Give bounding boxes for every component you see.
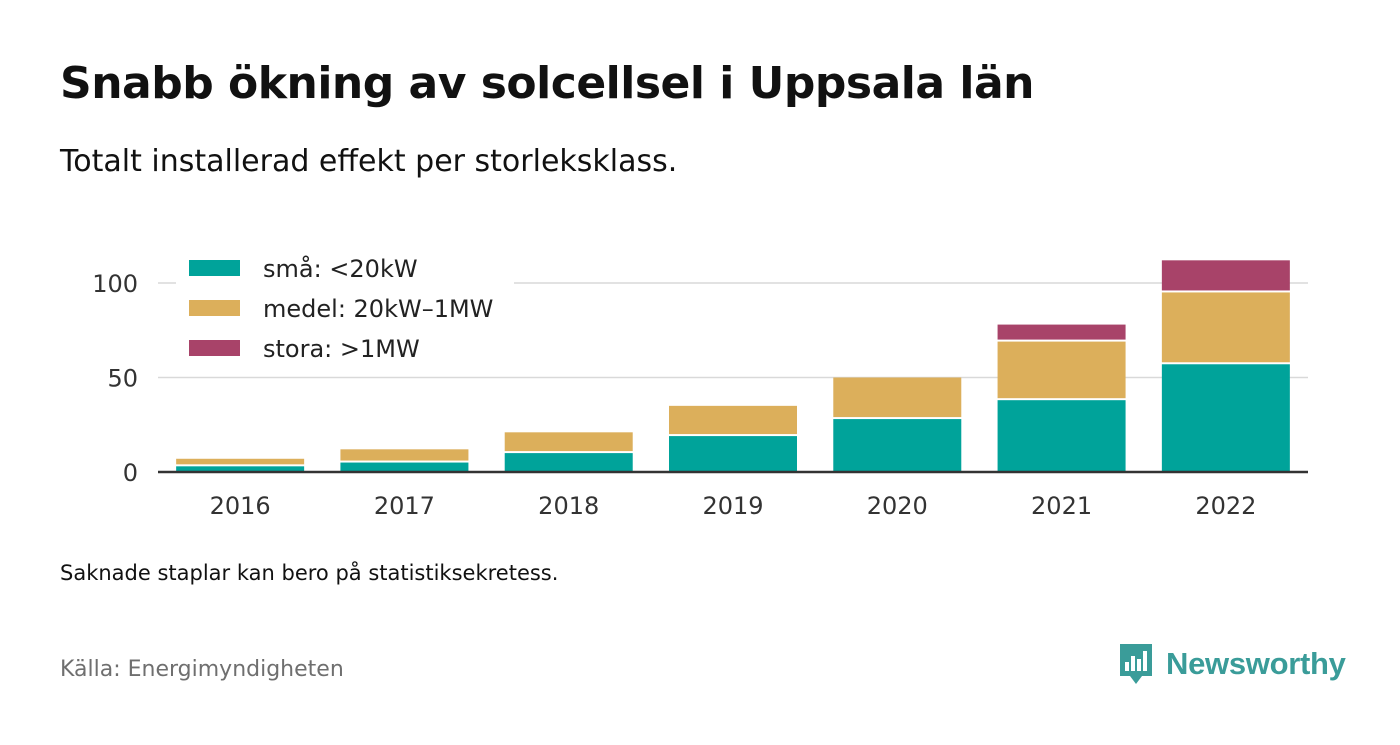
bar-segment	[669, 405, 797, 435]
stacked-bar-chart: 0 50 100 2016 2017 2018 2019 2020 2021 2022 små: <…	[92, 254, 1308, 520]
bar-segment	[176, 458, 305, 465]
chart-subtitle: Totalt installerad effekt per storlekskl…	[60, 144, 678, 179]
legend-swatch	[189, 300, 240, 316]
legend-swatch	[189, 260, 240, 276]
brand-logo: Newsworthy	[1118, 642, 1346, 686]
chart-title: Snabb ökning av solcellsel i Uppsala län	[60, 58, 1034, 109]
bar-segment	[176, 466, 305, 472]
bar-segment	[1161, 260, 1290, 291]
y-tick-label: 50	[107, 365, 138, 393]
bar-segment	[997, 324, 1126, 340]
bar-segment	[1161, 364, 1290, 472]
bar-segment	[340, 449, 469, 461]
legend-label: små: <20kW	[263, 254, 418, 283]
bar-segment	[833, 377, 962, 418]
bar-segment	[997, 341, 1126, 399]
x-tick-label: 2019	[702, 492, 763, 520]
bar-segment	[340, 462, 469, 472]
x-tick-label: 2021	[1031, 492, 1092, 520]
newsworthy-icon	[1120, 644, 1152, 684]
brand-name: Newsworthy	[1166, 646, 1346, 681]
bar-segment	[669, 436, 797, 472]
x-tick-label: 2020	[867, 492, 928, 520]
bar-segment	[504, 453, 633, 472]
footnote: Saknade staplar kan bero på statistiksek…	[60, 561, 559, 585]
x-tick-label: 2018	[538, 492, 599, 520]
bar-segment	[1161, 292, 1290, 363]
x-tick-label: 2017	[374, 492, 435, 520]
y-tick-label: 100	[92, 270, 138, 298]
bar-segment	[833, 419, 962, 472]
legend-label: medel: 20kW–1MW	[263, 295, 493, 323]
source-text: Källa: Energimyndigheten	[60, 657, 344, 682]
bar-segment	[504, 432, 633, 452]
legend-swatch	[189, 340, 240, 356]
y-tick-label: 0	[123, 459, 138, 487]
bar-segment	[997, 400, 1126, 472]
x-tick-label: 2022	[1195, 492, 1256, 520]
x-tick-label: 2016	[210, 492, 271, 520]
legend-label: stora: >1MW	[263, 335, 420, 363]
